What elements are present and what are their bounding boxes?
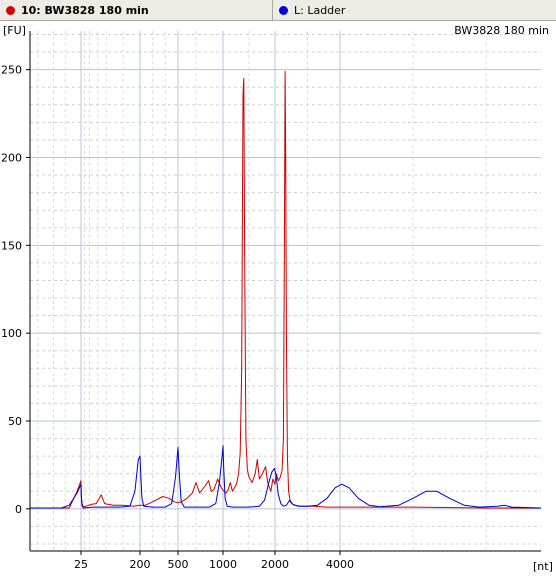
tab-ladder-label: L: Ladder bbox=[294, 3, 346, 17]
y-tick-label: 150 bbox=[1, 239, 22, 252]
grid bbox=[30, 31, 541, 551]
y-tick-label: 250 bbox=[1, 64, 22, 77]
sample-dot-icon bbox=[6, 5, 15, 15]
x-axis-label: [nt] bbox=[533, 560, 553, 573]
ladder-dot-icon bbox=[279, 5, 288, 15]
electropherogram-chart: 0 50 100 150 200 250 25 200 500 1000 2000 4000 [FU]… bbox=[0, 21, 556, 586]
tab-sample[interactable]: 10: BW3828 180 min bbox=[0, 0, 273, 20]
y-tick-label: 0 bbox=[15, 503, 22, 516]
series-layer bbox=[30, 70, 542, 509]
y-tick-label: 100 bbox=[1, 327, 22, 340]
ladder-trace bbox=[30, 445, 542, 509]
axes: 0 50 100 150 200 250 25 200 500 1000 2000 4000 bbox=[1, 31, 541, 571]
x-tick-label: 200 bbox=[130, 558, 151, 571]
x-tick-label: 500 bbox=[168, 558, 189, 571]
x-tick-label: 1000 bbox=[209, 558, 237, 571]
x-tick-label: 2000 bbox=[261, 558, 289, 571]
y-tick-label: 50 bbox=[8, 415, 22, 428]
sample-tab-bar: 10: BW3828 180 min L: Ladder bbox=[0, 0, 556, 21]
y-tick-label: 200 bbox=[1, 151, 22, 164]
sample-trace bbox=[30, 70, 541, 509]
chart-title: BW3828 180 min bbox=[454, 24, 549, 37]
tab-sample-label: 10: BW3828 180 min bbox=[21, 3, 149, 17]
y-axis-label: [FU] bbox=[3, 24, 26, 37]
chart-background bbox=[0, 21, 556, 586]
x-tick-label: 25 bbox=[74, 558, 88, 571]
x-tick-label: 4000 bbox=[326, 558, 354, 571]
tab-ladder[interactable]: L: Ladder bbox=[273, 0, 556, 20]
